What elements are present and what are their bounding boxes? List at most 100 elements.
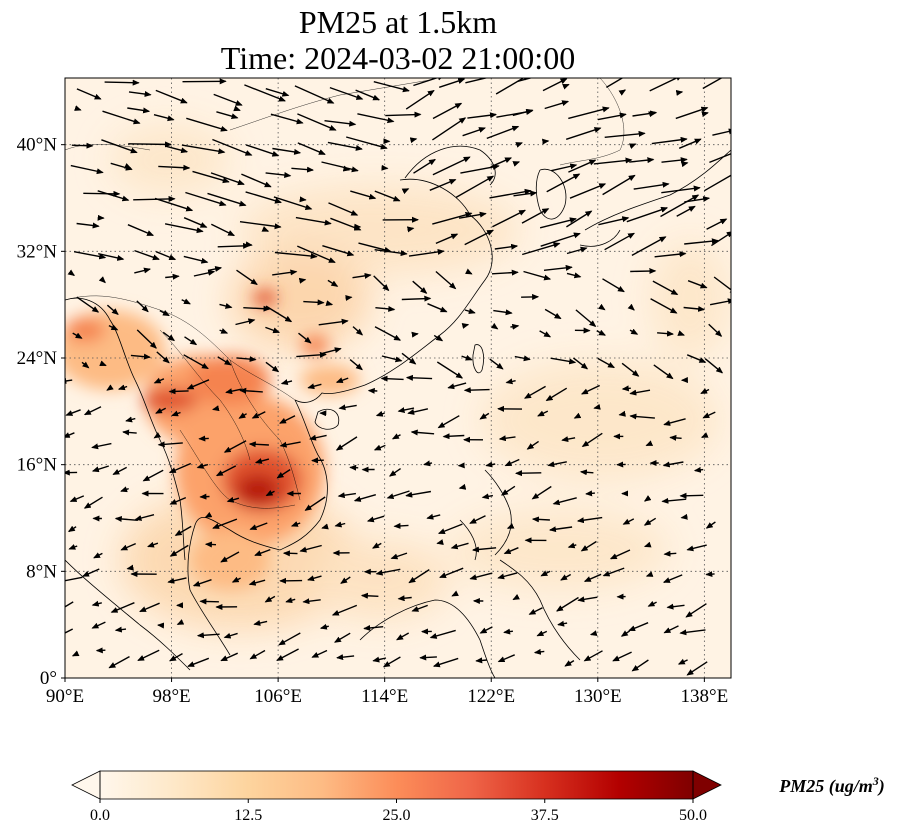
wind-arrow-430 [663,550,677,557]
colorbar-ticks: 0.0 12.5 25.0 37.5 50.0 [90,799,707,824]
lon-tick-label-1: 98°E [152,686,190,707]
wind-arrow-173 [207,266,223,272]
wind-arrow-361 [83,496,103,509]
wind-arrow-87 [490,157,513,168]
wind-arrow-204 [401,295,432,302]
wind-arrow-386 [114,515,138,522]
wind-arrow-411 [147,541,159,548]
wind-arrow-203 [375,305,396,312]
wind-arrow-488 [278,632,301,646]
wind-arrow-99 [154,197,194,212]
wind-arrow-196 [181,298,191,305]
wind-arrow-126 [239,221,282,230]
taiwan-coastline [472,344,484,374]
wind-arrow-257 [550,357,577,365]
wind-arrow-223 [265,326,281,334]
wind-arrow-46 [675,106,709,120]
wind-arrow-183 [491,269,519,276]
wind-arrow-389 [204,511,213,518]
wind-arrow-76 [192,170,230,184]
wind-arrow-302 [437,415,460,429]
wind-arrow-379 [585,490,595,497]
wind-arrow-66 [565,127,602,140]
wind-arrow-166 [684,238,719,245]
wind-arrow-431 [686,544,707,552]
wind-arrow-438 [231,576,241,583]
lon-tick-label-0: 90°E [46,686,84,707]
wind-arrow-227 [374,326,402,341]
wind-arrow-480 [65,628,74,637]
lon-tick-label-5: 130°E [574,686,622,707]
korea-coastline [535,168,567,220]
wind-arrow-23 [702,78,723,90]
indochina-coastline [187,516,281,656]
colorbar-tick-label-4: 50.0 [679,807,707,824]
wind-arrow-259 [597,357,615,369]
wind-arrow-185 [543,264,573,271]
wind-arrow-184 [523,270,552,281]
wind-arrow-264 [65,377,73,384]
wind-arrow-508 [169,652,183,662]
wind-arrow-154 [358,242,392,253]
lat-tick-label-3: 24°N [17,348,58,369]
wind-arrow-103 [273,196,313,211]
wind-arrow-366 [226,496,240,503]
wind-arrow-226 [352,326,364,336]
wind-arrow-284 [621,385,631,392]
wind-arrow-40 [512,108,534,117]
wind-arrow-22 [675,89,684,96]
wind-arrow-322 [335,436,358,451]
wind-arrow-367 [265,490,275,497]
wind-arrow-222 [235,318,256,326]
wind-arrow-107 [374,190,401,202]
wind-arrow-238 [677,330,685,336]
wind-arrow-377 [531,485,552,500]
wind-arrow-399 [469,515,486,524]
wind-arrow-267 [153,377,165,384]
wind-arrow-457 [91,600,102,607]
wind-arrow-321 [309,434,327,441]
wind-arrow-395 [366,515,385,523]
wind-arrow-216 [72,332,83,339]
wind-arrow-247 [265,361,280,373]
vietnam-coastline [279,399,328,551]
wind-arrow-266 [117,384,128,391]
wind-arrow-299 [375,410,385,417]
wind-arrow-149 [217,242,251,249]
wind-arrow-442 [340,576,351,584]
wind-arrow-404 [622,518,635,525]
wind-arrow-225 [318,318,349,326]
wind-arrow-220 [184,336,198,346]
wind-arrow-143 [706,218,728,230]
wind-arrow-199 [265,305,293,323]
wind-arrow-489 [319,623,329,630]
wind-arrow-62 [462,127,486,137]
wind-arrow-260 [621,362,640,377]
wind-arrow-496 [503,628,513,635]
wind-arrow-351 [485,461,496,468]
wind-arrow-112 [513,190,538,197]
wind-arrow-213 [650,298,678,314]
wind-arrow-231 [490,322,499,330]
wind-arrow-427 [580,540,597,552]
wind-arrow-269 [186,379,210,390]
wind-arrow-75 [158,164,191,171]
wind-arrow-498 [557,620,568,627]
wind-arrow-3 [155,89,188,104]
wind-arrow-281 [524,385,546,399]
longitude-axis: 90°E 98°E 106°E 114°E 122°E 130°E 138°E [46,678,728,707]
wind-arrow-250 [349,359,363,371]
wind-arrow-10 [355,89,381,101]
wind-arrow-283 [580,384,600,395]
wind-arrow-161 [540,232,581,247]
wind-arrow-466 [331,604,358,616]
wind-arrow-212 [627,303,635,311]
wind-arrow-187 [602,278,625,293]
wind-arrow-374 [458,483,467,490]
wind-arrow-240 [81,361,90,369]
wind-arrow-113 [546,173,581,193]
wind-arrow-354 [547,461,567,468]
wind-arrow-506 [108,655,130,669]
lon-tick-label-3: 114°E [361,686,408,707]
wind-arrow-177 [327,279,339,287]
